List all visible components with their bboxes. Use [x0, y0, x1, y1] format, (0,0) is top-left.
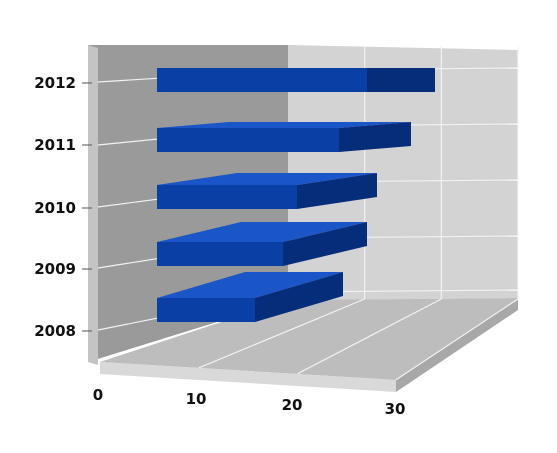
x-tick-label: 10 [186, 390, 207, 408]
gridline-x-floor [395, 298, 519, 381]
y-axis-ticks: 2008 2009 2010 2011 2012 [34, 74, 92, 340]
bar-top-face [157, 173, 377, 185]
x-axis-ticks: 0 10 20 30 [93, 386, 406, 418]
bar-2012 [157, 68, 435, 92]
floor-front-edge [100, 362, 396, 392]
x-tick-label: 0 [93, 386, 103, 404]
y-tick-label: 2012 [34, 74, 76, 92]
bar-front-face [157, 128, 339, 152]
bar-side-face [297, 173, 377, 209]
floor-right-edge [396, 298, 518, 392]
bar-front-face [157, 185, 297, 209]
bar-side-face [367, 68, 435, 92]
bars [157, 68, 435, 322]
bar-side-face [339, 122, 411, 152]
x-tick-label: 20 [282, 396, 303, 414]
y-tick-label: 2010 [34, 199, 76, 217]
bar-top-face [157, 222, 367, 242]
gridline-x-floor [297, 298, 442, 375]
gridline-x-floor [198, 298, 365, 369]
bar-2011 [157, 122, 411, 152]
bar-2010 [157, 173, 377, 209]
bar-top-face [157, 272, 343, 298]
y-tick-label: 2009 [34, 260, 76, 278]
bar-2008 [157, 272, 343, 322]
bar-front-face [157, 298, 255, 322]
y-tick-label: 2011 [34, 136, 76, 154]
bar-front-face [157, 242, 283, 266]
left-edge [88, 45, 98, 365]
floor [100, 298, 518, 380]
bar-side-face [283, 222, 367, 266]
y-tick-label: 2008 [34, 322, 76, 340]
bar-top-face [157, 122, 411, 128]
bar-2009 [157, 222, 367, 266]
bar-side-face [255, 272, 343, 322]
bar-front-face [157, 68, 367, 92]
x-tick-label: 30 [385, 400, 406, 418]
